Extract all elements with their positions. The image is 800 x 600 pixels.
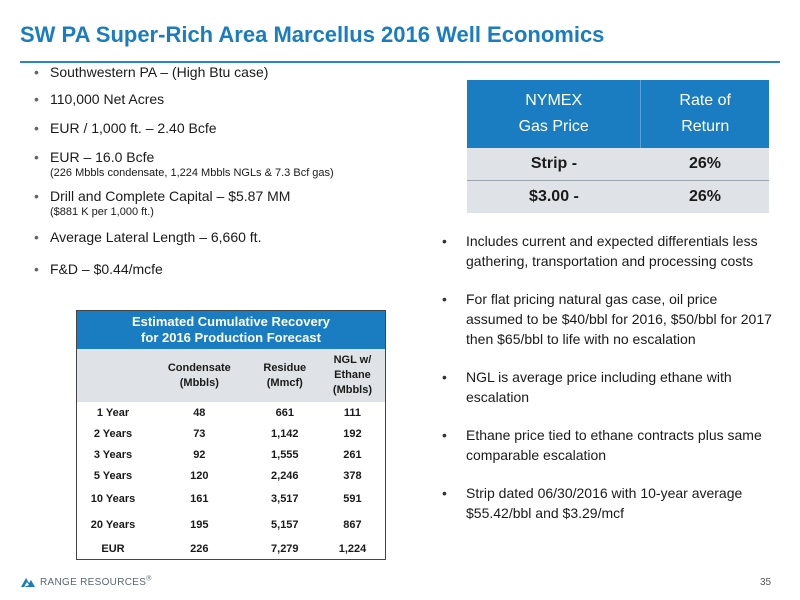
period-cell: 1 Year	[96, 406, 130, 419]
ngl-column-header: NGL w/Ethane (Mbbls)	[319, 349, 386, 402]
period-cell: 2 Years	[93, 427, 133, 440]
residue-cell: 661	[275, 406, 294, 419]
bullet-text: F&D – $0.44/mcfe	[50, 261, 163, 277]
bullet-item: Average Lateral Length – 6,660 ft.	[34, 229, 450, 246]
ngl-cell: 867	[343, 519, 362, 531]
table-row: EUR 226 7,279 1,224	[77, 538, 386, 560]
range-resources-logo-icon	[21, 578, 35, 587]
left-bullet-list: Southwestern PA – (High Btu case) 110,00…	[34, 64, 450, 278]
period-cell: 10 Years	[90, 493, 136, 505]
ngl-cell: 591	[343, 493, 362, 505]
ngl-cell: 192	[343, 427, 362, 440]
condensate-cell: 161	[190, 493, 209, 505]
bullet-item: F&D – $0.44/mcfe	[34, 261, 450, 278]
bullet-item: Includes current and expected differenti…	[442, 231, 776, 271]
title-divider	[20, 61, 780, 63]
bullet-text: Drill and Complete Capital – $5.87 MM	[50, 188, 291, 204]
residue-cell: 5,157	[271, 519, 299, 531]
bullet-item: NGL is average price including ethane wi…	[442, 367, 776, 407]
table-row: 5 Years 120 2,246 378	[77, 465, 386, 486]
table-row: 2 Years 73 1,142 192	[77, 423, 386, 444]
table-row: 3 Years 92 1,555 261	[77, 444, 386, 465]
ngl-cell: 111	[343, 406, 362, 419]
logo-text: RANGE RESOURCES	[40, 577, 147, 588]
residue-cell: 7,279	[271, 542, 299, 555]
table-row: $3.00 - 26%	[467, 180, 769, 213]
bullet-item: Ethane price tied to ethane contracts pl…	[442, 425, 776, 465]
recovery-table-title: Estimated Cumulative Recovery for 2016 P…	[76, 310, 386, 349]
condensate-cell: 226	[190, 542, 209, 555]
bullet-item: Strip dated 06/30/2016 with 10-year aver…	[442, 483, 776, 523]
residue-column-header: Residue (Mmcf)	[249, 349, 320, 402]
period-cell: 5 Years	[93, 469, 133, 482]
condensate-cell: 73	[193, 427, 206, 440]
residue-cell: 3,517	[271, 493, 299, 505]
bullet-text: EUR – 16.0 Bcfe	[50, 149, 155, 165]
cumulative-recovery-table: Estimated Cumulative Recovery for 2016 P…	[76, 310, 386, 560]
bullet-text: EUR / 1,000 ft. – 2.40 Bcfe	[50, 120, 217, 136]
condensate-cell: 120	[190, 469, 209, 482]
condensate-cell: 92	[193, 448, 206, 461]
period-cell: EUR	[101, 542, 125, 555]
ngl-cell: 261	[343, 448, 362, 461]
gas-price-cell: Strip -	[467, 148, 641, 181]
right-bullet-list: Includes current and expected differenti…	[442, 231, 776, 541]
ngl-cell: 378	[343, 469, 362, 482]
rate-of-return-cell: 26%	[640, 148, 769, 181]
bullet-item: EUR / 1,000 ft. – 2.40 Bcfe	[34, 120, 450, 137]
ngl-cell: 1,224	[338, 542, 367, 555]
gas-price-cell: $3.00 -	[467, 180, 641, 213]
bullet-subtext: ($881 K per 1,000 ft.)	[50, 206, 154, 218]
residue-cell: 2,246	[271, 469, 299, 482]
nymex-gas-price-header: NYMEX Gas Price	[467, 80, 642, 148]
company-logo: RANGE RESOURCES®	[20, 575, 152, 588]
table-row: 10 Years 161 3,517 591	[77, 486, 386, 512]
page-title: SW PA Super-Rich Area Marcellus 2016 Wel…	[20, 22, 605, 47]
table-row: Strip - 26%	[467, 148, 769, 181]
table-row: 20 Years 195 5,157 867	[77, 512, 386, 538]
rate-of-return-cell: 26%	[640, 180, 769, 213]
bullet-text: Southwestern PA – (High Btu case)	[50, 64, 269, 80]
bullet-text: Average Lateral Length – 6,660 ft.	[50, 229, 262, 245]
bullet-text: 110,000 Net Acres	[50, 91, 165, 107]
bullet-item: For flat pricing natural gas case, oil p…	[442, 289, 776, 349]
bullet-item: Southwestern PA – (High Btu case)	[34, 64, 450, 81]
period-cell: 3 Years	[93, 448, 133, 461]
period-cell: 20 Years	[90, 519, 136, 531]
condensate-cell: 195	[190, 519, 209, 531]
table-row: 1 Year 48 661 111	[77, 402, 386, 423]
logo-mark: ®	[146, 575, 152, 583]
bullet-subtext: (226 Mbbls condensate, 1,224 Mbbls NGLs …	[50, 167, 334, 179]
condensate-column-header: Condensate (Mbbls)	[149, 349, 250, 402]
period-column-header	[76, 349, 149, 402]
nymex-rate-of-return-table: NYMEX Gas Price Rate of Return Strip - 2…	[467, 80, 769, 213]
residue-cell: 1,142	[271, 427, 299, 440]
bullet-item: EUR – 16.0 Bcfe (226 Mbbls condensate, 1,…	[34, 149, 450, 180]
residue-cell: 1,555	[271, 448, 299, 461]
bullet-item: 110,000 Net Acres	[34, 91, 450, 108]
bullet-item: Drill and Complete Capital – $5.87 MM ($8…	[34, 188, 450, 219]
page-number: 35	[760, 577, 772, 588]
rate-of-return-header: Rate of Return	[640, 80, 769, 148]
condensate-cell: 48	[193, 406, 206, 419]
